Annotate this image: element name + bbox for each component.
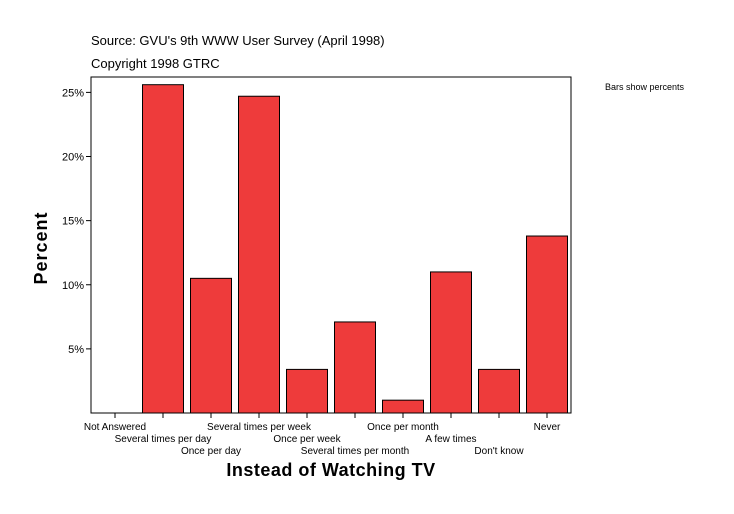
- bar: [430, 271, 472, 414]
- bar: [334, 321, 376, 414]
- bar: [190, 277, 232, 414]
- y-tick-label: 15%: [62, 216, 84, 228]
- x-tick-label: Never: [534, 422, 561, 433]
- x-tick-label: Once per month: [367, 422, 439, 433]
- x-tick-label: Several times per day: [115, 434, 212, 445]
- bar: [286, 368, 328, 414]
- x-tick-label: Once per day: [181, 446, 241, 457]
- chart-copyright: Copyright 1998 GTRC: [91, 56, 220, 71]
- y-tick-label: 5%: [68, 344, 84, 356]
- y-tick-label: 25%: [62, 87, 84, 99]
- bar: [382, 399, 424, 414]
- y-tick-label: 20%: [62, 152, 84, 164]
- bar: [238, 95, 280, 414]
- bars-note: Bars show percents: [605, 82, 685, 92]
- x-tick-label: Don't know: [474, 446, 524, 457]
- x-tick-label: Several times per week: [207, 422, 312, 433]
- y-axis: 5% 10% 15% 20% 25%: [62, 87, 91, 356]
- x-tick-label: A few times: [425, 434, 476, 445]
- x-tick-label: Several times per month: [301, 446, 409, 457]
- y-axis-title: Percent: [31, 211, 51, 284]
- bars-group: [142, 84, 568, 414]
- bar: [526, 235, 568, 414]
- bar: [478, 368, 520, 414]
- x-tick-label: Once per week: [273, 434, 341, 445]
- bar: [142, 84, 184, 414]
- chart-source: Source: GVU's 9th WWW User Survey (April…: [91, 33, 385, 48]
- x-tick-label: Not Answered: [84, 422, 146, 433]
- x-axis-title: Instead of Watching TV: [226, 460, 435, 480]
- y-tick-label: 10%: [62, 280, 84, 292]
